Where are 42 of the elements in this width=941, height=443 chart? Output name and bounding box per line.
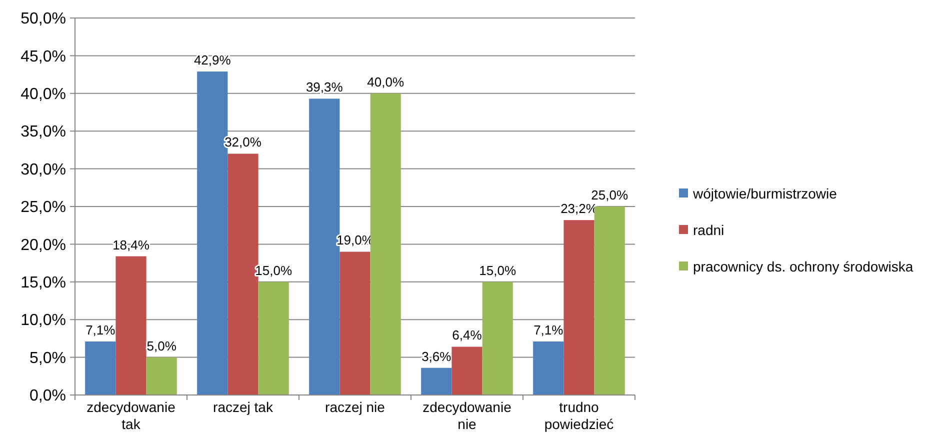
y-tick-label: 50,0% <box>20 10 66 28</box>
data-label: 39,3% <box>306 80 344 95</box>
y-tick-label: 30,0% <box>20 161 66 178</box>
bar <box>85 341 116 395</box>
bar <box>482 282 513 395</box>
y-tick-label: 10,0% <box>20 312 66 330</box>
y-tick-label: 5,0% <box>30 350 66 367</box>
bar <box>146 357 177 395</box>
data-label: 42,9% <box>194 52 232 68</box>
y-tick-label: 15,0% <box>20 274 66 292</box>
data-label: 40,0% <box>367 74 404 90</box>
x-tick-label: raczej tak <box>213 399 274 415</box>
bar <box>116 256 146 395</box>
y-tick-label: 35,0% <box>20 124 66 141</box>
data-label: 15,0% <box>479 262 516 278</box>
bar <box>421 368 452 395</box>
bar <box>340 252 370 395</box>
x-tick-label: zdecydowanie nie <box>422 399 512 432</box>
data-label: 7,1% <box>86 322 116 338</box>
data-label: 3,6% <box>422 348 452 364</box>
bar <box>533 341 564 395</box>
data-label: 25,0% <box>591 188 628 202</box>
data-label: 7,1% <box>534 322 564 338</box>
data-label: 6,4% <box>452 328 482 343</box>
x-tick-label: raczej nie <box>325 399 386 415</box>
x-tick-label: trudno powiedzieć <box>544 399 614 432</box>
bar <box>594 206 625 395</box>
y-tick-label: 45,0% <box>20 48 66 66</box>
data-label: 18,4% <box>112 237 150 252</box>
data-label: 5,0% <box>146 338 177 354</box>
y-tick-label: 40,0% <box>20 86 66 103</box>
legend-label: wójtowie/burmistrzowie <box>692 185 838 202</box>
bar <box>452 346 482 395</box>
bar <box>564 220 594 395</box>
y-tick-label: 25,0% <box>20 199 66 216</box>
y-tick-label: 20,0% <box>20 236 66 254</box>
bar <box>258 282 289 395</box>
bar <box>370 93 401 395</box>
x-tick-label: zdecydowanie tak <box>86 399 176 432</box>
y-tick-label: 0,0% <box>30 388 66 405</box>
legend-label: radni <box>693 222 724 238</box>
legend-label: pracownicy ds. ochrony środowiska <box>693 258 914 274</box>
